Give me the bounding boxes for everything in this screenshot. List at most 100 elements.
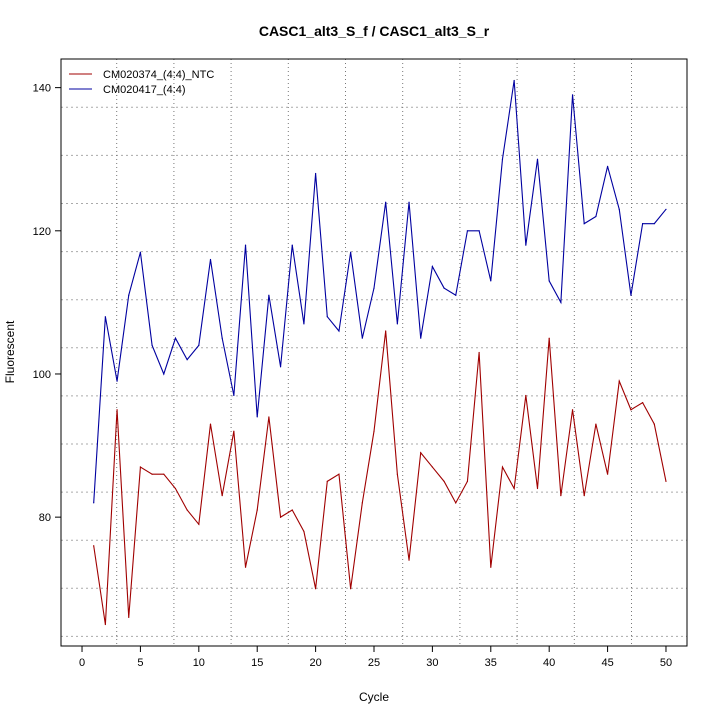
- data-point: [583, 495, 585, 497]
- data-point: [583, 223, 585, 225]
- data-point: [630, 409, 632, 411]
- data-point: [443, 287, 445, 289]
- data-point: [174, 487, 177, 490]
- data-point: [385, 330, 387, 332]
- y-tick-label: 100: [33, 369, 51, 381]
- x-axis-label: Cycle: [359, 690, 389, 704]
- x-axis: 0 5 10 15 20 25 30 35 40 45 50: [79, 645, 672, 669]
- data-point: [128, 294, 130, 296]
- data-point: [128, 616, 130, 618]
- data-point: [93, 502, 95, 504]
- data-point: [315, 588, 317, 590]
- data-point: [665, 208, 667, 210]
- data-point: [373, 287, 375, 289]
- data-point: [373, 430, 375, 432]
- data-point: [443, 480, 445, 482]
- data-point: [338, 330, 340, 332]
- data-point: [606, 473, 609, 475]
- data-point: [490, 280, 492, 282]
- data-point: [233, 430, 235, 432]
- data-point: [420, 337, 422, 339]
- data-point: [653, 223, 655, 225]
- data-point: [455, 294, 457, 296]
- data-point: [163, 473, 165, 475]
- legend-label-1: CM020417_(4:4): [103, 84, 186, 96]
- data-point: [279, 516, 282, 518]
- data-point: [186, 509, 188, 511]
- data-point: [303, 323, 305, 325]
- data-point: [548, 337, 550, 339]
- data-point: [315, 172, 317, 175]
- data-point: [630, 294, 632, 296]
- data-point: [198, 344, 200, 346]
- data-point: [653, 423, 655, 425]
- x-tick-label: 15: [251, 657, 263, 669]
- data-point: [642, 402, 644, 404]
- data-point: [595, 215, 597, 218]
- data-point: [361, 502, 363, 504]
- data-point: [513, 487, 515, 490]
- data-point: [560, 301, 562, 303]
- data-point: [501, 158, 504, 160]
- data-point: [116, 409, 118, 411]
- y-tick-label: 140: [33, 83, 51, 95]
- x-tick-label: 0: [79, 657, 85, 669]
- data-point: [209, 258, 212, 261]
- data-point: [525, 394, 527, 397]
- data-point: [490, 566, 492, 568]
- data-point: [244, 566, 247, 568]
- data-point: [256, 509, 258, 511]
- data-point: [525, 244, 527, 246]
- data-point: [478, 351, 480, 354]
- data-point: [163, 373, 165, 375]
- data-point: [408, 201, 410, 203]
- data-point: [385, 201, 387, 203]
- data-point: [151, 344, 153, 346]
- data-point: [256, 416, 258, 418]
- data-point: [396, 323, 398, 325]
- x-tick-label: 25: [368, 657, 380, 669]
- series-line-0: [93, 330, 667, 625]
- x-tick-label: 5: [137, 657, 143, 669]
- x-tick-label: 40: [543, 657, 555, 669]
- data-point: [291, 244, 293, 246]
- data-point: [139, 251, 142, 253]
- data-point: [221, 337, 223, 339]
- data-point: [618, 208, 620, 210]
- y-axis: 80 100 120 140: [33, 83, 61, 524]
- x-tick-label: 30: [426, 657, 438, 669]
- data-point: [291, 509, 293, 511]
- data-point: [174, 337, 177, 339]
- data-point: [279, 366, 282, 368]
- data-point: [571, 94, 574, 96]
- data-point: [642, 223, 644, 225]
- data-point: [571, 409, 574, 411]
- data-point: [326, 316, 328, 318]
- x-tick-label: 35: [485, 657, 497, 669]
- data-point: [303, 530, 305, 533]
- data-point: [104, 316, 106, 318]
- data-point: [209, 423, 212, 425]
- y-tick-label: 120: [33, 226, 51, 238]
- chart-title: CASC1_alt3_S_f / CASC1_alt3_S_r: [259, 23, 490, 39]
- legend: CM020374_(4:4)_NTC CM020417_(4:4): [69, 69, 214, 96]
- data-point: [536, 487, 539, 490]
- data-point: [595, 423, 597, 425]
- data-point: [420, 452, 422, 454]
- x-tick-label: 20: [309, 657, 321, 669]
- data-point: [104, 623, 106, 626]
- series-line-1: [93, 80, 667, 503]
- data-point: [350, 251, 352, 253]
- data-point: [186, 359, 188, 361]
- x-tick-label: 10: [193, 657, 205, 669]
- data-point: [221, 495, 223, 497]
- data-point: [139, 466, 142, 468]
- data-point: [93, 545, 95, 547]
- legend-label-0: CM020374_(4:4)_NTC: [103, 69, 214, 81]
- data-point: [268, 294, 270, 296]
- data-point: [618, 380, 620, 382]
- data-point: [431, 265, 433, 268]
- data-point: [466, 480, 469, 482]
- data-point: [396, 473, 398, 475]
- series-lines: [93, 79, 667, 626]
